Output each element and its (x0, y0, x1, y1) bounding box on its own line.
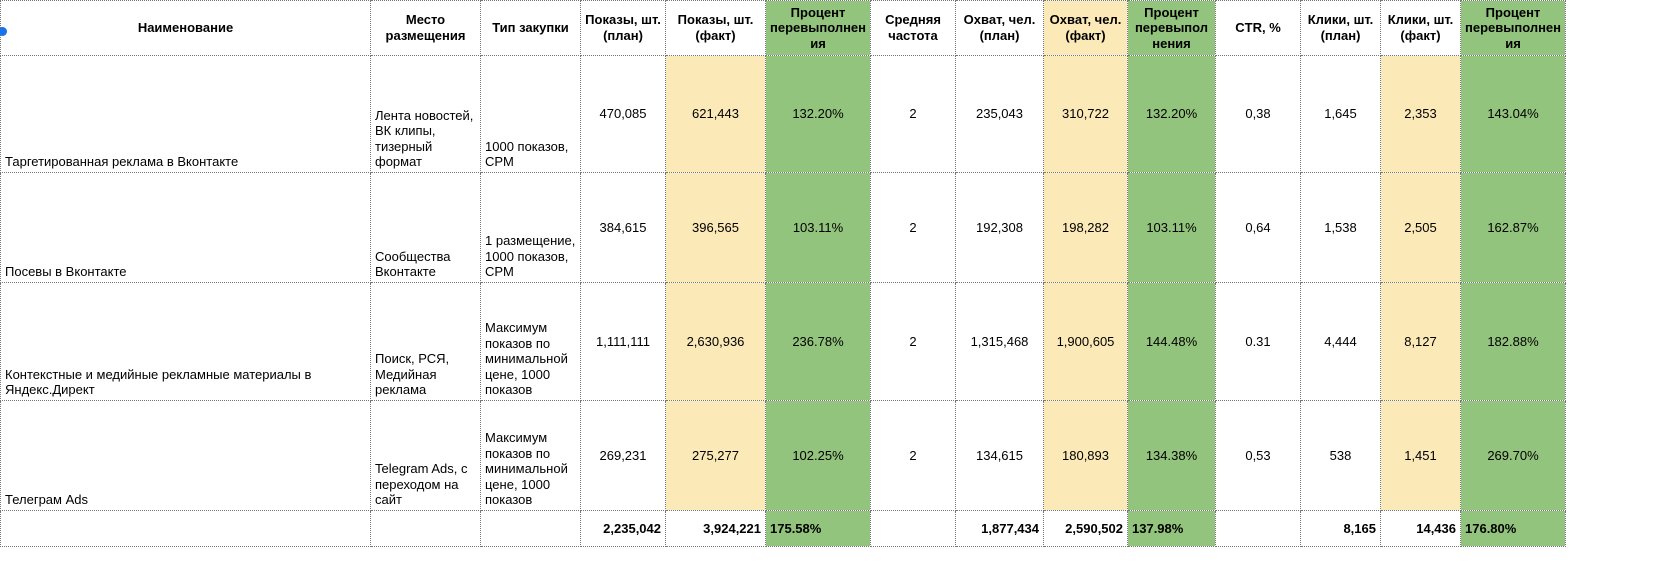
cell-ctr[interactable]: 0,38 (1215, 55, 1301, 173)
cell-clicks-fact[interactable]: 8,127 (1380, 282, 1461, 401)
cell-ctr[interactable]: 0.31 (1215, 282, 1301, 401)
cell-clicks-plan[interactable]: 538 (1300, 400, 1381, 511)
cell-clicks-plan[interactable]: 1,645 (1300, 55, 1381, 173)
header-impressions-overrun[interactable]: Процент перевыполнения (765, 0, 871, 56)
cell-avg-frequency[interactable]: 2 (870, 55, 956, 173)
cell-clicks-overrun[interactable]: 182.88% (1460, 282, 1566, 401)
cell-placement[interactable]: Telegram Ads, с переходом на сайт (370, 400, 481, 511)
cell-impressions-fact[interactable]: 396,565 (665, 172, 766, 283)
cell-reach-fact[interactable]: 310,722 (1043, 55, 1128, 173)
cell-reach-fact[interactable]: 180,893 (1043, 400, 1128, 511)
cell-reach-plan[interactable]: 1,315,468 (955, 282, 1044, 401)
cell-impressions-plan[interactable]: 269,231 (580, 400, 666, 511)
table-row: Посевы в Вконтакте Сообщества Вконтакте … (0, 172, 1566, 283)
cell-empty[interactable] (0, 510, 371, 547)
cell-name[interactable]: Контекстные и медийные рекламные материа… (0, 282, 371, 401)
cell-empty[interactable] (870, 510, 956, 547)
cell-name[interactable]: Телеграм Ads (0, 400, 371, 511)
cell-impressions-overrun[interactable]: 236.78% (765, 282, 871, 401)
total-reach-fact[interactable]: 2,590,502 (1043, 510, 1128, 547)
table-row: Телеграм Ads Telegram Ads, с переходом н… (0, 400, 1566, 511)
cell-name[interactable]: Посевы в Вконтакте (0, 172, 371, 283)
cell-reach-overrun[interactable]: 134.38% (1127, 400, 1216, 511)
header-reach-overrun[interactable]: Процент перевыполнения (1127, 0, 1216, 56)
cell-clicks-overrun[interactable]: 143.04% (1460, 55, 1566, 173)
cell-purchase-type[interactable]: Максимум показов по минимальной цене, 10… (480, 282, 581, 401)
header-row: Наименование Место размещения Тип закупк… (0, 0, 1566, 56)
header-clicks-plan[interactable]: Клики, шт. (план) (1300, 0, 1381, 56)
cell-clicks-overrun[interactable]: 269.70% (1460, 400, 1566, 511)
header-avg-frequency[interactable]: Средняя частота (870, 0, 956, 56)
total-impressions-plan[interactable]: 2,235,042 (580, 510, 666, 547)
cell-impressions-plan[interactable]: 384,615 (580, 172, 666, 283)
cell-clicks-fact[interactable]: 2,505 (1380, 172, 1461, 283)
cell-reach-plan[interactable]: 192,308 (955, 172, 1044, 283)
cell-clicks-plan[interactable]: 4,444 (1300, 282, 1381, 401)
cell-reach-overrun[interactable]: 144.48% (1127, 282, 1216, 401)
header-impressions-plan[interactable]: Показы, шт. (план) (580, 0, 666, 56)
total-clicks-overrun[interactable]: 176.80% (1460, 510, 1566, 547)
table-row: Таргетированная реклама в Вконтакте Лент… (0, 55, 1566, 173)
header-clicks-overrun[interactable]: Процент перевыполнения (1460, 0, 1566, 56)
cell-ctr[interactable]: 0,64 (1215, 172, 1301, 283)
cell-reach-overrun[interactable]: 132.20% (1127, 55, 1216, 173)
cell-impressions-fact[interactable]: 275,277 (665, 400, 766, 511)
header-reach-fact[interactable]: Охват, чел. (факт) (1043, 0, 1128, 56)
cell-placement[interactable]: Лента новостей, ВК клипы, тизерный форма… (370, 55, 481, 173)
totals-row: 2,235,042 3,924,221 175.58% 1,877,434 2,… (0, 510, 1566, 547)
header-reach-plan[interactable]: Охват, чел. (план) (955, 0, 1044, 56)
header-placement[interactable]: Место размещения (370, 0, 481, 56)
selection-handle-dot[interactable] (0, 27, 7, 36)
cell-clicks-fact[interactable]: 1,451 (1380, 400, 1461, 511)
campaign-performance-table: Наименование Место размещения Тип закупк… (0, 0, 1566, 547)
cell-impressions-overrun[interactable]: 132.20% (765, 55, 871, 173)
cell-reach-fact[interactable]: 198,282 (1043, 172, 1128, 283)
cell-placement[interactable]: Сообщества Вконтакте (370, 172, 481, 283)
cell-name[interactable]: Таргетированная реклама в Вконтакте (0, 55, 371, 173)
cell-avg-frequency[interactable]: 2 (870, 172, 956, 283)
cell-impressions-overrun[interactable]: 103.11% (765, 172, 871, 283)
cell-ctr[interactable]: 0,53 (1215, 400, 1301, 511)
cell-avg-frequency[interactable]: 2 (870, 282, 956, 401)
cell-placement[interactable]: Поиск, РСЯ, Медийная реклама (370, 282, 481, 401)
total-clicks-plan[interactable]: 8,165 (1300, 510, 1381, 547)
cell-impressions-plan[interactable]: 470,085 (580, 55, 666, 173)
header-clicks-fact[interactable]: Клики, шт. (факт) (1380, 0, 1461, 56)
cell-clicks-plan[interactable]: 1,538 (1300, 172, 1381, 283)
total-impressions-fact[interactable]: 3,924,221 (665, 510, 766, 547)
cell-impressions-fact[interactable]: 2,630,936 (665, 282, 766, 401)
cell-impressions-overrun[interactable]: 102.25% (765, 400, 871, 511)
total-clicks-fact[interactable]: 14,436 (1380, 510, 1461, 547)
total-reach-plan[interactable]: 1,877,434 (955, 510, 1044, 547)
cell-purchase-type[interactable]: Максимум показов по минимальной цене, 10… (480, 400, 581, 511)
cell-clicks-overrun[interactable]: 162.87% (1460, 172, 1566, 283)
header-ctr[interactable]: CTR, % (1215, 0, 1301, 56)
total-reach-overrun[interactable]: 137.98% (1127, 510, 1216, 547)
cell-impressions-fact[interactable]: 621,443 (665, 55, 766, 173)
cell-reach-overrun[interactable]: 103.11% (1127, 172, 1216, 283)
cell-reach-plan[interactable]: 134,615 (955, 400, 1044, 511)
header-impressions-fact[interactable]: Показы, шт. (факт) (665, 0, 766, 56)
cell-purchase-type[interactable]: 1000 показов, CPM (480, 55, 581, 173)
cell-impressions-plan[interactable]: 1,111,111 (580, 282, 666, 401)
header-purchase-type[interactable]: Тип закупки (480, 0, 581, 56)
cell-purchase-type[interactable]: 1 размещение, 1000 показов, CPM (480, 172, 581, 283)
header-name[interactable]: Наименование (0, 0, 371, 56)
cell-avg-frequency[interactable]: 2 (870, 400, 956, 511)
cell-empty[interactable] (480, 510, 581, 547)
table-row: Контекстные и медийные рекламные материа… (0, 282, 1566, 401)
cell-empty[interactable] (370, 510, 481, 547)
cell-reach-fact[interactable]: 1,900,605 (1043, 282, 1128, 401)
total-impressions-overrun[interactable]: 175.58% (765, 510, 871, 547)
cell-empty[interactable] (1215, 510, 1301, 547)
cell-reach-plan[interactable]: 235,043 (955, 55, 1044, 173)
cell-clicks-fact[interactable]: 2,353 (1380, 55, 1461, 173)
